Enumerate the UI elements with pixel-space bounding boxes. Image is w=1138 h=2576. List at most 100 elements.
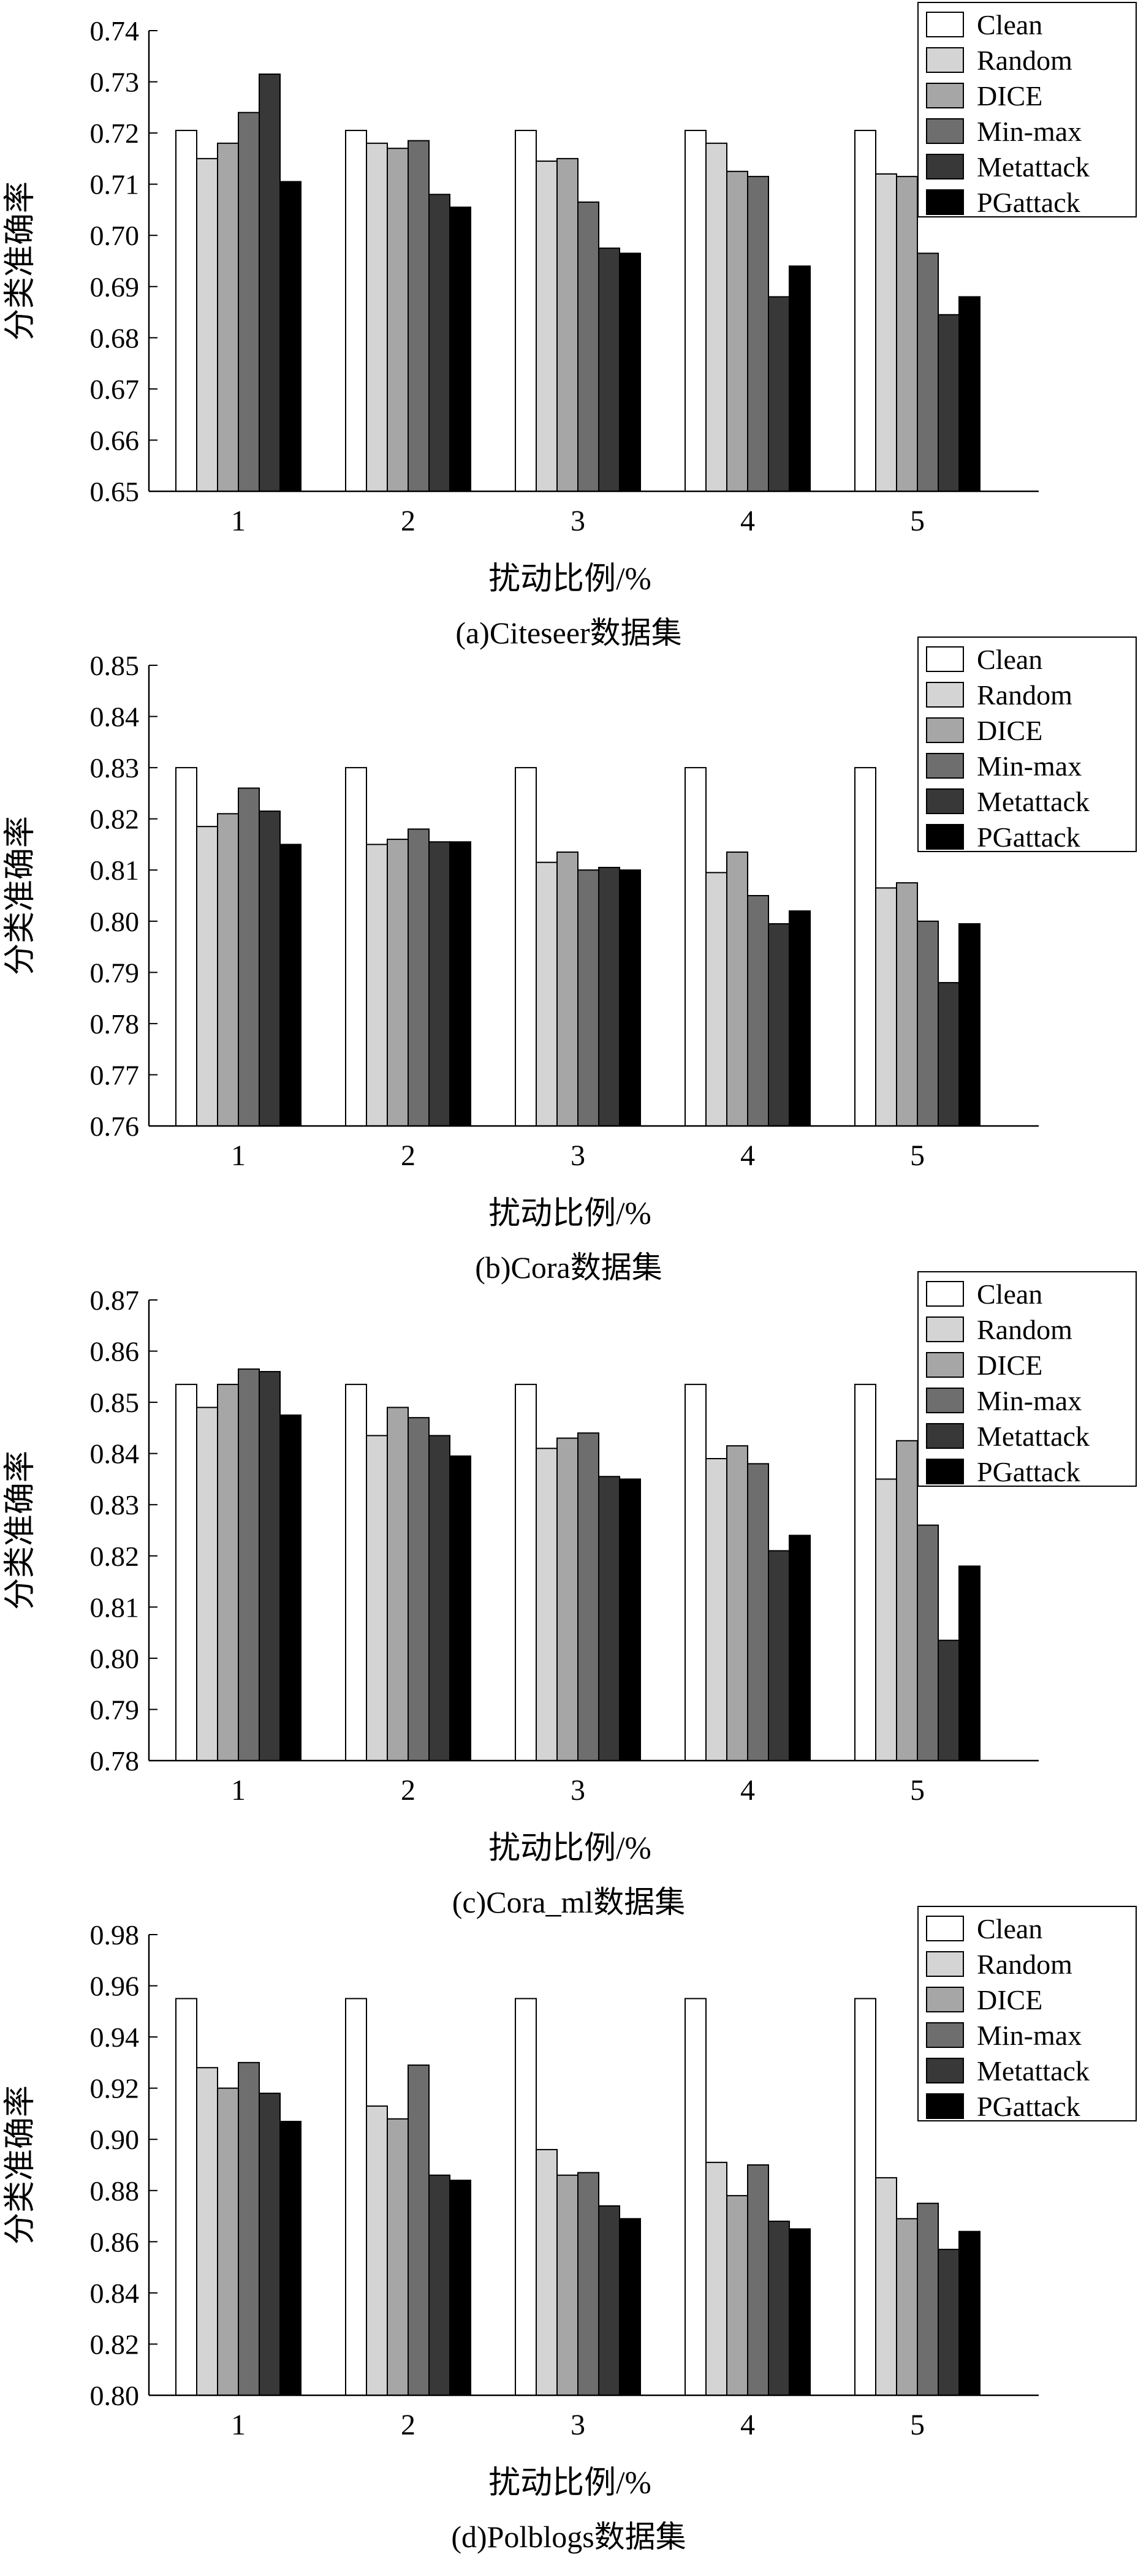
bar-clean-5 bbox=[854, 767, 876, 1127]
bar-pgattack-1 bbox=[279, 844, 302, 1127]
x-tick-label: 4 bbox=[740, 1774, 755, 1807]
y-axis-label: 分类准确率 bbox=[3, 1451, 38, 1610]
bar-pgattack-5 bbox=[958, 1565, 981, 1761]
bar-clean-2 bbox=[345, 1998, 367, 2396]
x-tick-label: 5 bbox=[910, 2409, 925, 2441]
bar-dice-3 bbox=[556, 851, 578, 1127]
bar-dice-3 bbox=[556, 1437, 578, 1762]
legend-entry-metattack: Metattack bbox=[977, 2055, 1090, 2087]
legend-box bbox=[917, 1271, 1137, 1487]
legend-swatch-min-max bbox=[926, 2022, 964, 2048]
bar-metattack-3 bbox=[598, 867, 620, 1127]
bar-random-1 bbox=[196, 826, 218, 1127]
bar-metattack-1 bbox=[259, 810, 281, 1127]
bar-random-5 bbox=[875, 887, 897, 1127]
bar-metattack-4 bbox=[768, 2220, 790, 2397]
chart-caption: (c)Cora_ml数据集 bbox=[452, 1885, 685, 1919]
y-tick-label: 0.88 bbox=[90, 2175, 140, 2207]
legend-entry-metattack: Metattack bbox=[977, 786, 1090, 817]
y-tick-label: 0.81 bbox=[90, 1592, 140, 1623]
y-tick-label: 0.80 bbox=[90, 906, 140, 937]
bar-pgattack-2 bbox=[449, 2180, 471, 2396]
chart-caption: (a)Citeseer数据集 bbox=[455, 616, 681, 650]
x-tick-label: 1 bbox=[231, 1139, 246, 1172]
x-tick-label: 2 bbox=[401, 1139, 415, 1172]
y-tick-label: 0.86 bbox=[90, 1336, 140, 1367]
y-tick-label: 0.74 bbox=[90, 15, 140, 47]
legend-entry-random: Random bbox=[977, 45, 1072, 76]
bar-min-max-3 bbox=[577, 869, 599, 1127]
bar-clean-4 bbox=[685, 129, 707, 492]
bar-pgattack-4 bbox=[789, 2228, 811, 2396]
y-tick-label: 0.69 bbox=[90, 271, 140, 303]
bar-dice-2 bbox=[387, 1407, 409, 1761]
bar-dice-3 bbox=[556, 157, 578, 492]
bar-min-max-2 bbox=[408, 1417, 430, 1761]
bar-metattack-5 bbox=[938, 2248, 960, 2397]
y-tick-label: 0.67 bbox=[90, 374, 140, 405]
bar-min-max-1 bbox=[238, 2061, 260, 2396]
bar-clean-3 bbox=[515, 1383, 537, 1762]
x-tick-label: 4 bbox=[740, 1139, 755, 1172]
bar-min-max-3 bbox=[577, 1432, 599, 1761]
chart-panel-3: 0.78 0.79 0.80 0.81 0.82 0.83 0.84 0.85 0.86 0.87… bbox=[3, 1271, 1137, 1919]
y-tick-label: 0.84 bbox=[90, 701, 140, 733]
x-tick-label: 5 bbox=[910, 1774, 925, 1807]
bar-dice-3 bbox=[556, 2174, 578, 2397]
bar-random-5 bbox=[875, 173, 897, 492]
y-tick-label: 0.82 bbox=[90, 804, 140, 835]
legend-entry-pgattack: PGattack bbox=[977, 2091, 1080, 2122]
bar-dice-4 bbox=[726, 170, 748, 492]
bar-metattack-1 bbox=[259, 2093, 281, 2396]
bar-pgattack-3 bbox=[619, 252, 641, 492]
legend: Clean Random DICE Min-max Metattack PGattack bbox=[917, 636, 1137, 853]
legend-entry-random: Random bbox=[977, 1314, 1072, 1345]
legend-swatch-random bbox=[926, 682, 964, 708]
bar-metattack-1 bbox=[259, 1370, 281, 1761]
legend-swatch-pgattack bbox=[926, 1459, 964, 1484]
y-tick-label: 0.87 bbox=[90, 1285, 140, 1316]
legend-box bbox=[917, 1906, 1137, 2121]
y-tick-label: 0.82 bbox=[90, 1541, 140, 1572]
bar-min-max-1 bbox=[238, 111, 260, 492]
bar-random-2 bbox=[366, 1435, 388, 1761]
bar-clean-2 bbox=[345, 767, 367, 1127]
bar-random-1 bbox=[196, 1407, 218, 1761]
legend-swatch-metattack bbox=[926, 2058, 964, 2083]
legend-swatch-pgattack bbox=[926, 2093, 964, 2119]
bar-metattack-3 bbox=[598, 247, 620, 492]
y-axis-label: 分类准确率 bbox=[3, 816, 38, 975]
bar-random-1 bbox=[196, 2067, 218, 2396]
legend-entry-dice: DICE bbox=[977, 715, 1042, 746]
x-tick-label: 2 bbox=[401, 1774, 415, 1807]
x-axis-label: 扰动比例/% bbox=[488, 1831, 651, 1866]
bar-dice-5 bbox=[896, 176, 918, 492]
legend-swatch-dice bbox=[926, 83, 964, 108]
legend-entry-clean: Clean bbox=[977, 1913, 1042, 1944]
chart-panel-2: 0.76 0.77 0.78 0.79 0.80 0.81 0.82 0.83 0.84 0.85… bbox=[3, 636, 1137, 1285]
bar-pgattack-4 bbox=[789, 265, 811, 492]
bar-min-max-2 bbox=[408, 140, 430, 492]
legend-entry-clean: Clean bbox=[977, 644, 1042, 675]
y-tick-label: 0.94 bbox=[90, 2022, 140, 2053]
bar-random-4 bbox=[705, 142, 727, 493]
x-tick-label: 4 bbox=[740, 505, 755, 537]
bar-dice-4 bbox=[726, 1445, 748, 1761]
bar-pgattack-3 bbox=[619, 869, 641, 1127]
legend-box bbox=[917, 2, 1137, 217]
x-tick-label: 2 bbox=[401, 2409, 415, 2441]
bar-dice-5 bbox=[896, 1440, 918, 1762]
legend-entry-min-max: Min-max bbox=[977, 750, 1082, 782]
bar-random-3 bbox=[536, 2148, 558, 2397]
y-tick-label: 0.96 bbox=[90, 1971, 140, 2002]
x-tick-label: 5 bbox=[910, 505, 925, 537]
bar-random-4 bbox=[705, 1458, 727, 1761]
bar-metattack-2 bbox=[428, 2174, 450, 2397]
bar-pgattack-1 bbox=[279, 2120, 302, 2396]
bar-pgattack-4 bbox=[789, 1535, 811, 1761]
bar-min-max-4 bbox=[747, 895, 769, 1127]
bar-min-max-1 bbox=[238, 1368, 260, 1762]
bar-min-max-3 bbox=[577, 201, 599, 492]
bar-dice-1 bbox=[217, 2087, 239, 2397]
